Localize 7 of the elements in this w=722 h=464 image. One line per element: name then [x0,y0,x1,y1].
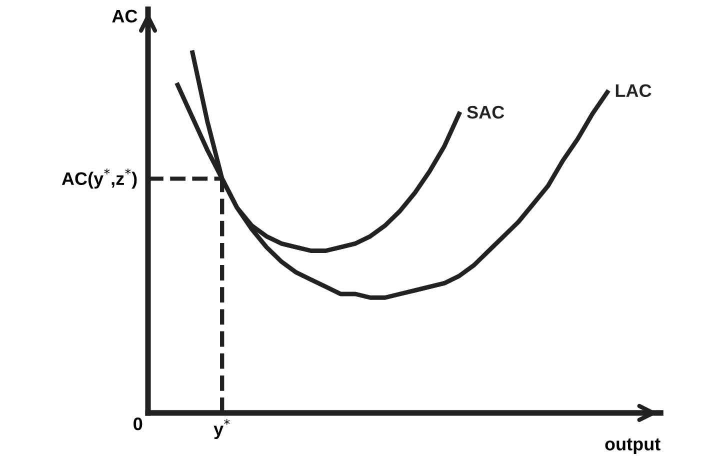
ref-line-label: AC(y$^{*}$,z$^{*}$) [62,168,137,189]
series-label: LAC [616,84,652,98]
text: y$^{*}$ [214,419,230,440]
y-axis-title: AC [112,10,138,23]
series-label: SAC [467,106,504,119]
x-axis-title: output [605,438,660,454]
text: 0 [134,417,142,430]
